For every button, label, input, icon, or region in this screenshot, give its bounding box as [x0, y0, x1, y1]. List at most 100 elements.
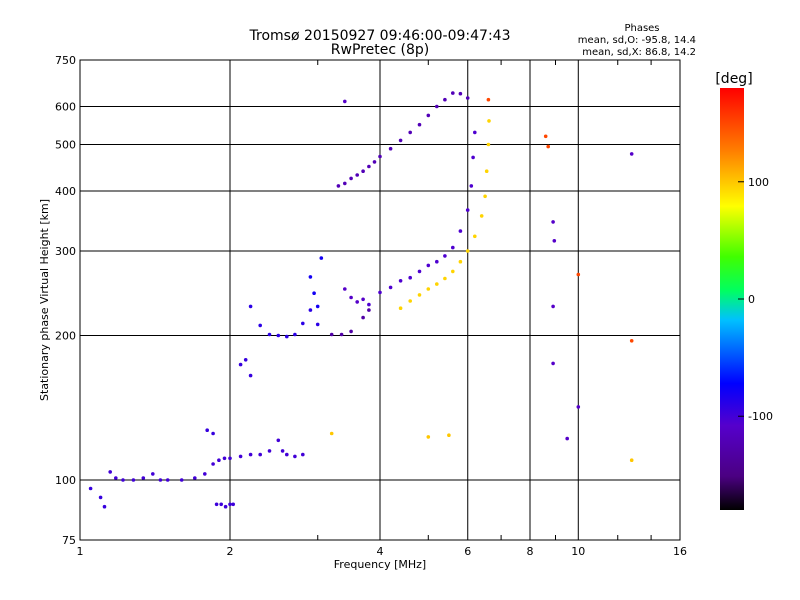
- data-point-o: [238, 362, 243, 367]
- y-tick-label: 400: [55, 185, 76, 198]
- data-point-o: [121, 478, 125, 482]
- data-point-o: [114, 476, 118, 480]
- data-point-o: [280, 449, 285, 453]
- data-point-o: [372, 160, 377, 164]
- data-point-o: [388, 146, 393, 151]
- data-point-x: [458, 259, 463, 264]
- chart-subtitle: RwPretec (8p): [331, 42, 429, 58]
- data-point-o: [158, 478, 163, 482]
- data-point-x: [408, 299, 413, 303]
- colorbar-ticks: 100 0 -100: [738, 176, 773, 423]
- data-point-o: [228, 456, 232, 461]
- data-point-o: [443, 254, 447, 258]
- data-point-o: [102, 504, 107, 509]
- data-point-o: [211, 431, 215, 436]
- data-point-x: [543, 134, 548, 139]
- data-point-o: [361, 297, 365, 302]
- data-point-o: [203, 472, 207, 476]
- data-point-o: [141, 476, 146, 480]
- data-point-o: [285, 452, 289, 457]
- data-point-o: [435, 259, 439, 264]
- data-point-x: [426, 435, 431, 439]
- data-point-o: [565, 436, 569, 441]
- data-point-o: [243, 358, 248, 362]
- y-tick-label: 600: [55, 101, 76, 114]
- data-point-x: [398, 306, 403, 311]
- data-point-x: [329, 431, 334, 436]
- data-point-o: [551, 304, 555, 309]
- colorbar-tick-label: 100: [748, 176, 769, 189]
- y-axis-label: Stationary phase Virtual Height [km]: [38, 199, 51, 401]
- data-point-o: [205, 428, 209, 433]
- data-point-x: [486, 97, 491, 102]
- y-tick-label: 750: [55, 54, 76, 67]
- data-point-o: [551, 220, 555, 224]
- data-point-o: [339, 332, 344, 337]
- y-tick-label: 75: [62, 534, 76, 547]
- data-point-o: [193, 476, 197, 480]
- data-point-o: [367, 308, 371, 312]
- data-point-o: [576, 405, 581, 409]
- data-point-o: [349, 176, 353, 181]
- data-point-o: [408, 275, 413, 280]
- data-point-x: [473, 234, 477, 239]
- phases-mean-o: mean, sd,O: -95.8, 14.4: [578, 35, 696, 46]
- data-point-o: [451, 245, 455, 250]
- data-point-o: [398, 138, 403, 143]
- data-point-o: [238, 454, 243, 459]
- data-point-o: [552, 239, 557, 243]
- data-point-o: [267, 449, 272, 453]
- data-point-o: [308, 308, 313, 312]
- data-point-x: [629, 458, 634, 463]
- data-point-o: [267, 332, 272, 337]
- data-point-x: [546, 144, 550, 149]
- data-point-o: [426, 113, 431, 118]
- data-point-o: [388, 285, 393, 290]
- data-point-o: [469, 184, 474, 188]
- colorbar-tick-label: 0: [748, 293, 755, 306]
- data-point-o: [349, 295, 353, 300]
- axis-ticks: 1 2 4 6 8 10 16 75 100 200 300 400 500 600 750: [55, 54, 687, 558]
- data-point-x: [487, 119, 491, 123]
- phases-mean-x: mean, sd,X: 86.8, 14.2: [582, 47, 696, 58]
- data-point-o: [336, 184, 341, 188]
- data-point-x: [447, 433, 451, 438]
- x-tick-label: 16: [673, 545, 687, 558]
- data-point-o: [629, 152, 634, 156]
- data-point-o: [293, 454, 297, 459]
- x-tick-label: 10: [571, 545, 585, 558]
- y-tick-label: 200: [55, 330, 76, 343]
- data-point-o: [378, 154, 382, 159]
- data-point-o: [248, 452, 253, 457]
- data-point-x: [435, 282, 439, 286]
- data-point-o: [343, 99, 347, 104]
- x-axis-label: Frequency [MHz]: [334, 558, 426, 571]
- data-point-o: [219, 502, 223, 507]
- data-point-o: [315, 322, 320, 327]
- data-point-o: [349, 329, 353, 334]
- data-point-o: [285, 334, 289, 339]
- data-point-o: [214, 502, 219, 507]
- grid-lines: [80, 60, 680, 540]
- data-point-o: [248, 304, 253, 309]
- data-point-o: [471, 155, 475, 160]
- data-point-o: [435, 104, 439, 109]
- colorbar-label: [deg]: [715, 71, 752, 87]
- data-point-o: [426, 263, 431, 268]
- data-point-o: [408, 130, 413, 135]
- data-point-x: [484, 169, 489, 173]
- data-point-o: [451, 91, 455, 95]
- data-point-o: [108, 470, 112, 474]
- data-point-o: [343, 181, 347, 186]
- data-point-o: [361, 169, 365, 173]
- data-point-o: [417, 269, 422, 274]
- data-point-x: [483, 194, 487, 199]
- data-point-o: [228, 502, 232, 507]
- data-point-o: [231, 502, 235, 507]
- data-point-o: [276, 438, 281, 443]
- y-tick-label: 100: [55, 474, 76, 487]
- y-tick-label: 500: [55, 139, 76, 152]
- data-point-o: [355, 173, 360, 177]
- data-point-o: [248, 373, 253, 378]
